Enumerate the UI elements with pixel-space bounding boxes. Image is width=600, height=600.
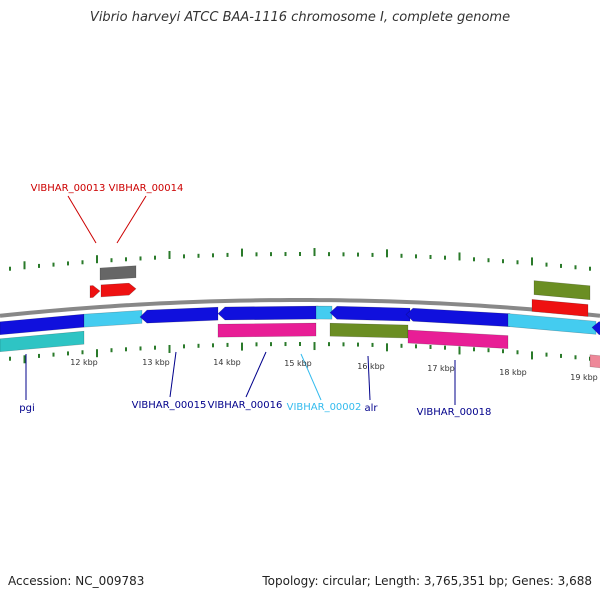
map-title: Vibrio harveyi ATCC BAA-1116 chromosome … xyxy=(89,10,511,25)
scale-label: 12 kbp xyxy=(70,358,98,367)
feature-blue-3 xyxy=(217,305,319,321)
feature-red-right xyxy=(531,299,589,317)
gene-label: VIBHAR_00014 xyxy=(109,183,184,194)
feature-magenta-2 xyxy=(407,329,509,349)
gene-label: alr xyxy=(364,403,378,414)
scale-labels: 12 kbp 13 kbp 14 kbp 15 kbp 16 kbp 17 kbp 18 k… xyxy=(70,358,598,382)
scale-label: 16 kbp xyxy=(357,362,385,371)
leader-line xyxy=(116,195,147,244)
feature-blue-5 xyxy=(405,307,511,328)
accession-text: Accession: NC_009783 xyxy=(8,574,145,588)
leader-line xyxy=(367,355,371,401)
feature-blue-6 xyxy=(591,321,600,336)
leader-line xyxy=(245,351,267,398)
gene-label: VIBHAR_00015 xyxy=(132,400,207,411)
topology-summary: Topology: circular; Length: 3,765,351 bp… xyxy=(262,574,592,588)
leader-line xyxy=(67,195,97,244)
feature-lightblue-2 xyxy=(315,305,333,320)
feature-olive xyxy=(329,322,409,339)
gene-label: VIBHAR_00018 xyxy=(417,407,492,418)
gene-label: VIBHAR_00016 xyxy=(208,400,283,411)
outer-tick-marks xyxy=(9,248,591,271)
feature-magenta-1 xyxy=(217,322,317,338)
leader-line xyxy=(300,353,322,401)
gene-label: VIBHAR_00013 xyxy=(31,183,106,194)
feature-cyan xyxy=(0,330,85,353)
scale-label: 14 kbp xyxy=(213,358,241,367)
scale-label: 17 kbp xyxy=(427,364,455,373)
feature-gray xyxy=(99,265,137,281)
feature-blue-2 xyxy=(139,306,219,324)
feature-pink xyxy=(589,354,600,369)
gene-label: pgi xyxy=(19,403,34,414)
feature-lightblue-1 xyxy=(83,310,143,328)
feature-olive-top xyxy=(533,280,591,301)
feature-red xyxy=(100,282,137,298)
scale-label: 18 kbp xyxy=(499,368,527,377)
scale-label: 19 kbp xyxy=(570,373,598,382)
feature-blue-1 xyxy=(0,313,85,336)
scale-label: 15 kbp xyxy=(284,359,312,368)
scale-label: 13 kbp xyxy=(142,358,170,367)
feature-track xyxy=(0,265,600,369)
feature-lightblue-3 xyxy=(507,313,597,335)
label-leader-lines xyxy=(25,195,456,405)
gene-label: VIBHAR_00002 xyxy=(287,402,362,413)
backbone-line xyxy=(0,297,600,318)
leader-line xyxy=(169,351,177,398)
feature-blue-4 xyxy=(329,305,411,322)
feature-red-small xyxy=(89,285,101,299)
